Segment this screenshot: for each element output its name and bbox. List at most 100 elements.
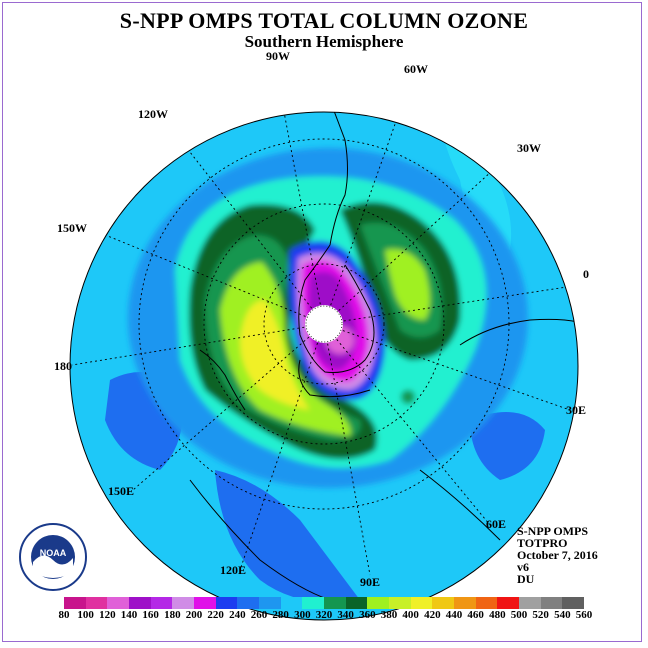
polar-grid-dots [305,305,343,343]
blue-blob-south [215,470,360,603]
coast-south-america [319,112,348,246]
colorbar-cell [324,597,346,609]
colorbar-tick-label: 160 [142,609,159,621]
colorbar-tick-label: 380 [380,609,398,621]
colorbar-tick-label: 100 [77,609,94,621]
colorbar-cell [215,597,238,609]
ozone-field [70,112,578,620]
colorbar-cell [389,597,411,609]
colorbar-tick-label: 300 [294,609,311,621]
colorbar-tick-label: 220 [207,609,224,621]
colorbar-tick-label: 480 [489,609,506,621]
meridian-90w [277,112,325,325]
colorbar-tick-label: 540 [554,609,571,621]
colorbar-cell [410,597,433,609]
colorbar-cell [107,597,130,609]
meridian-150e [132,323,325,491]
page-title: S-NPP OMPS TOTAL COLUMN OZONE [119,8,529,33]
colorbar-cell [259,597,281,609]
noaa-logo-text: NOAA [40,548,67,558]
colorbar [64,597,585,609]
lon-label-180: 180 [54,359,72,373]
colorbar-tick-label: 440 [445,609,463,621]
colorbar-cell [454,597,476,609]
colorbar-cell [432,597,455,609]
lat-circle-1 [263,263,385,385]
crescent-west-yellow [240,300,310,410]
noaa-logo-icon: NOAA [19,523,87,591]
page-frame [2,2,642,642]
colorbar-cell [367,597,390,609]
colorbar-cell [172,597,195,609]
coast-australia [189,479,331,601]
colorbar-cell [540,597,563,609]
lon-label-120e: 120E [220,563,246,577]
colorbar-cell [280,597,303,609]
colorbar-cell [345,597,368,609]
lon-label-60w: 60W [404,62,428,76]
colorbar-tick-label: 180 [164,609,181,621]
colorbar-tick-label: 500 [510,609,528,621]
crescent-east-yg [385,249,430,320]
colorbar-cell [64,597,86,609]
colorbar-cell [519,597,541,609]
colorbar-tick-label: 320 [315,609,333,621]
colorbar-tick-label: 560 [575,609,593,621]
coast-antarctica-south [298,359,371,398]
meridian-30e [323,323,571,411]
colorbar-cell [302,597,325,609]
colorbar-tick-label: 140 [120,609,138,621]
lon-label-30w: 30W [517,141,541,155]
colorbar-cell [85,597,108,609]
info-line-5: DU [517,572,535,586]
info-line-2: TOTPRO [517,536,568,550]
coast-antarctica [298,244,375,373]
polar-no-data-circle [305,305,343,343]
colorbar-tick-label: 280 [272,609,289,621]
coast-nz [199,349,246,411]
meridian-120e [239,323,325,571]
colorbar-tick-label: 360 [359,609,376,621]
lon-label-150w: 150W [57,221,87,235]
colorbar-tick-label: 200 [185,609,203,621]
meridian-0 [323,284,578,325]
lon-label-0: 0 [583,267,589,281]
colorbar-tick-label: 240 [229,609,246,621]
colorbar-tick-label: 400 [402,609,419,621]
graticule [71,112,578,576]
meridian-60e [323,323,491,526]
coast-africa [459,318,578,346]
page-subtitle: Southern Hemisphere [244,32,404,51]
colorbar-tick-label: 120 [99,609,116,621]
lon-label-120w: 120W [138,107,168,121]
meridian-120w [164,119,325,325]
spot-green [401,390,415,404]
lat-circle-3 [138,138,510,510]
info-line-4: v6 [517,560,529,574]
lon-label-150e: 150E [108,484,134,498]
colorbar-tick-label: 260 [250,609,268,621]
colorbar-cell [562,597,585,609]
colorbar-cell [194,597,216,609]
colorbar-tick-label: 340 [337,609,354,621]
lat-circle-2 [203,203,445,445]
lon-label-30e: 30E [566,403,586,417]
map-disk-outline [69,111,579,621]
colorbar-tick-label: 520 [532,609,549,621]
colorbar-tick-label: 420 [424,609,441,621]
colorbar-cell [237,597,260,609]
colorbar-cell [497,597,520,609]
colorbar-tick-label: 80 [58,609,70,621]
lon-label-60e: 60E [486,517,506,531]
blue-blob-east [470,412,545,480]
info-line-3: October 7, 2016 [517,548,598,562]
coast-indian [419,469,501,541]
lon-label-90e: 90E [360,575,380,589]
info-line-1: S-NPP OMPS [517,524,588,538]
colorbar-tick-label: 460 [467,609,484,621]
colorbar-cell [150,597,173,609]
colorbar-cell [475,597,498,609]
colorbar-cell [129,597,151,609]
